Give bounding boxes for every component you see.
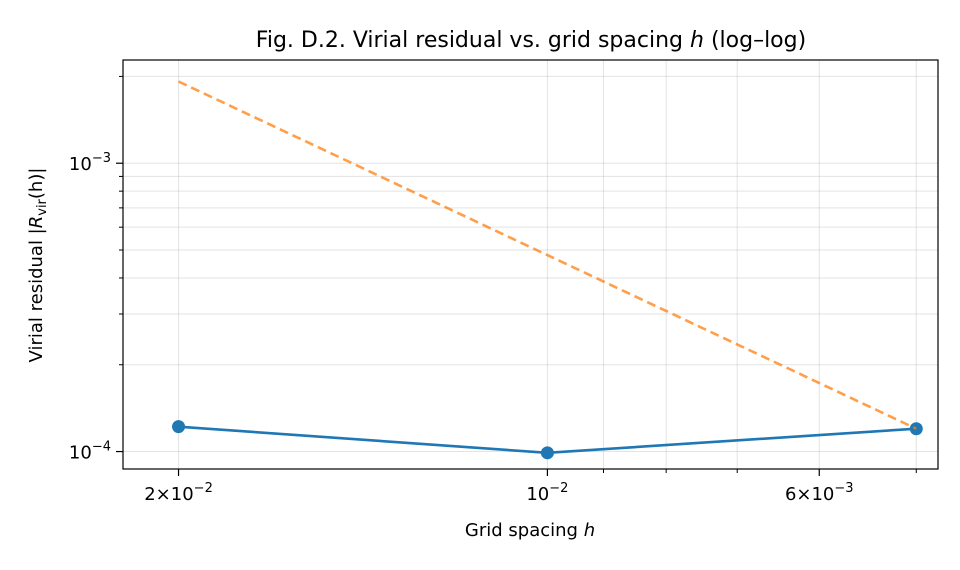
series-line-1: [177, 80, 917, 430]
y-axis-label: Virial residual |Rvir(h)|: [26, 168, 50, 363]
plot-area: [123, 60, 938, 469]
x-tick-label: 6×10−3: [785, 481, 854, 505]
plot-frame: [122, 59, 939, 470]
x-tick-label: 10−2: [526, 481, 568, 505]
series-layer: [172, 80, 923, 460]
chart-title: Fig. D.2. Virial residual vs. grid spaci…: [256, 28, 806, 53]
ticks: 2×10−2 10−2 6×10−310−310−4: [69, 75, 917, 505]
data-point: [540, 446, 554, 460]
grid: [123, 60, 938, 469]
x-axis-label: Grid spacing h: [465, 520, 595, 541]
data-point: [172, 420, 186, 434]
